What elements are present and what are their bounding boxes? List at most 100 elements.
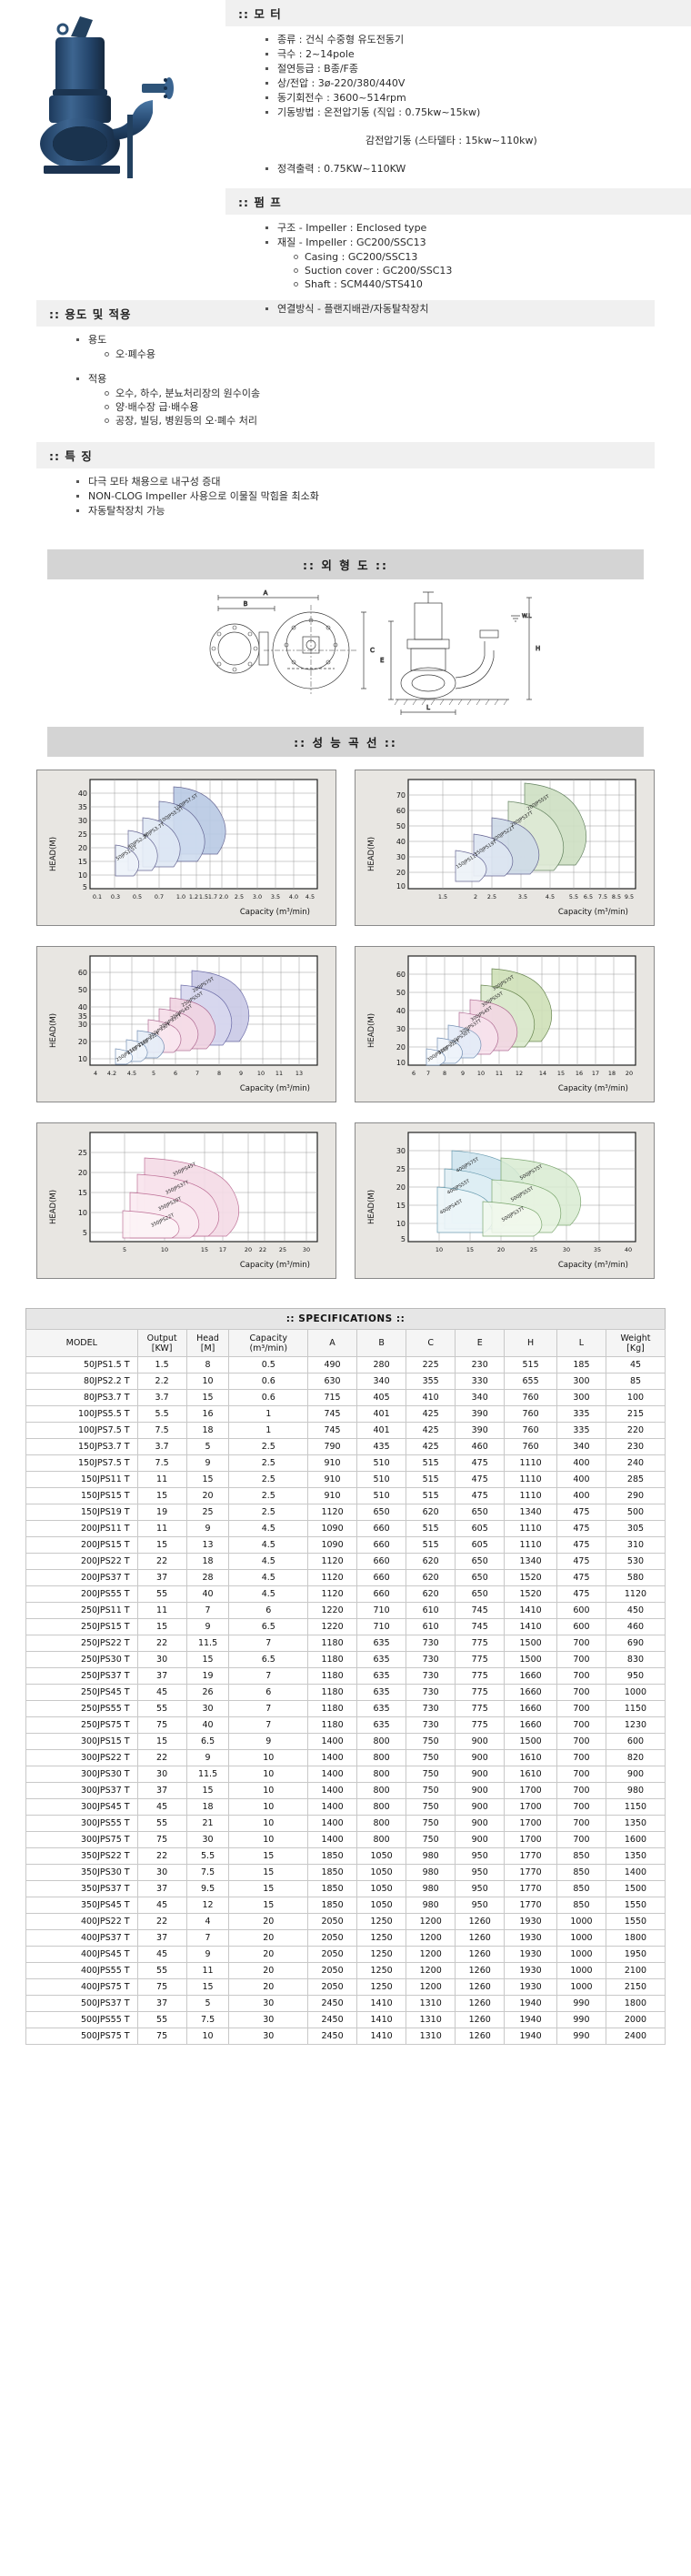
cell-value: 55 bbox=[136, 2011, 187, 2028]
cell-value: 15 bbox=[228, 1847, 308, 1865]
cell-model: 400JPS22 T bbox=[25, 1913, 138, 1930]
specifications-table: :: SPECIFICATIONS :: MODEL Output [KW] He… bbox=[25, 1308, 666, 2045]
cell-value: 2450 bbox=[306, 2028, 358, 2045]
table-row: 200JPS15 T 15 13 4.5 1090 660 515 605 1110 475 310 bbox=[25, 1536, 666, 1554]
cell-value: 9.5 bbox=[185, 1880, 230, 1897]
cell-value: 980 bbox=[406, 1864, 456, 1881]
table-row: 250JPS30 T 30 15 6.5 1180 635 730 775 1500 700 830 bbox=[25, 1651, 666, 1668]
cell-value: 730 bbox=[406, 1635, 456, 1652]
svg-text:B: B bbox=[244, 600, 248, 608]
table-row: 100JPS5.5 T 5.5 16 1 745 401 425 390 760 335 215 bbox=[25, 1405, 666, 1423]
cell-value: 700 bbox=[556, 1815, 606, 1832]
cell-value: 750 bbox=[406, 1831, 456, 1848]
cell-value: 1500 bbox=[504, 1733, 557, 1750]
cell-value: 510 bbox=[356, 1471, 407, 1488]
cell-value: 1000 bbox=[556, 1962, 606, 1979]
table-row: 100JPS7.5 T 7.5 18 1 745 401 425 390 760 335 220 bbox=[25, 1422, 666, 1439]
apply-label: 적용 bbox=[76, 372, 655, 386]
svg-text:15: 15 bbox=[201, 1246, 208, 1253]
usage-items: 오·폐수용 bbox=[36, 347, 655, 361]
cell-value: 1400 bbox=[306, 1815, 358, 1832]
cell-value: 11.5 bbox=[185, 1766, 230, 1783]
svg-text:Capacity (m3/min): Capacity (m3/min) bbox=[240, 908, 310, 917]
cell-value: 7 bbox=[185, 1602, 230, 1619]
cell-value: 4.5 bbox=[228, 1520, 308, 1537]
svg-text:16: 16 bbox=[576, 1070, 583, 1077]
cell-value: 15 bbox=[185, 1471, 230, 1488]
cell-value: 7.5 bbox=[136, 1454, 187, 1472]
th-model: MODEL bbox=[25, 1329, 138, 1357]
section-title-features: :: 특 징 bbox=[49, 449, 93, 463]
table-row: 400JPS22 T 22 4 20 2050 1250 1200 1260 1930 1000 1… bbox=[25, 1913, 666, 1930]
svg-text:Capacity (m3/min): Capacity (m3/min) bbox=[558, 1084, 628, 1093]
cell-model: 300JPS15 T bbox=[25, 1733, 138, 1750]
cell-value: 45 bbox=[136, 1798, 187, 1816]
cell-value: 335 bbox=[556, 1405, 606, 1423]
table-row: 250JPS22 T 22 11.5 7 1180 635 730 775 1500 700 690 bbox=[25, 1635, 666, 1652]
cell-value: 1500 bbox=[504, 1651, 557, 1668]
cell-value: 2000 bbox=[605, 2011, 666, 2028]
cell-value: 1260 bbox=[455, 2028, 506, 2045]
cell-value: 425 bbox=[406, 1422, 456, 1439]
cell-value: 700 bbox=[556, 1733, 606, 1750]
cell-value: 530 bbox=[605, 1553, 666, 1570]
svg-text:5: 5 bbox=[83, 883, 87, 891]
cell-model: 150JPS11 T bbox=[25, 1471, 138, 1488]
cell-value: 950 bbox=[455, 1880, 506, 1897]
cell-value: 760 bbox=[504, 1422, 557, 1439]
svg-text:15: 15 bbox=[557, 1070, 565, 1077]
cell-value: 3.7 bbox=[136, 1438, 187, 1455]
table-row: 80JPS3.7 T 3.7 15 0.6 715 405 410 340 760 300 100 bbox=[25, 1389, 666, 1406]
cell-value: 26 bbox=[185, 1684, 230, 1701]
cell-value: 3.7 bbox=[136, 1389, 187, 1406]
cell-value: 800 bbox=[356, 1733, 407, 1750]
svg-text:HEAD(M): HEAD(M) bbox=[49, 1013, 58, 1048]
table-row: 250JPS11 T 11 7 6 1220 710 610 745 1410 600 450 bbox=[25, 1602, 666, 1619]
cell-value: 1930 bbox=[504, 1978, 557, 1996]
cell-value: 15 bbox=[185, 1978, 230, 1996]
cell-value: 7.5 bbox=[185, 1864, 230, 1881]
cell-value: 900 bbox=[455, 1782, 506, 1799]
cell-model: 300JPS55 T bbox=[25, 1815, 138, 1832]
cell-value: 37 bbox=[136, 1929, 187, 1947]
cell-value: 401 bbox=[356, 1405, 407, 1423]
th-head: Head [M] bbox=[185, 1329, 230, 1357]
cell-value: 1930 bbox=[504, 1913, 557, 1930]
cell-model: 150JPS15 T bbox=[25, 1487, 138, 1504]
cell-model: 350JPS22 T bbox=[25, 1847, 138, 1865]
performance-chart-4: 60 50 40 30 20 10 HEAD(M) 3 bbox=[355, 946, 655, 1102]
cell-value: 630 bbox=[306, 1373, 358, 1390]
table-row: 250JPS55 T 55 30 7 1180 635 730 775 1660 700 1150 bbox=[25, 1700, 666, 1717]
svg-text:A: A bbox=[264, 589, 268, 597]
cell-value: 475 bbox=[556, 1520, 606, 1537]
section-title-pump: :: 펌 프 bbox=[238, 196, 282, 209]
svg-text:2.5: 2.5 bbox=[487, 893, 496, 901]
cell-value: 1940 bbox=[504, 2028, 557, 2045]
cell-value: 22 bbox=[136, 1635, 187, 1652]
cell-value: 515 bbox=[406, 1454, 456, 1472]
cell-value: 900 bbox=[455, 1733, 506, 1750]
cell-value: 775 bbox=[455, 1667, 506, 1685]
cell-value: 1180 bbox=[306, 1684, 358, 1701]
cell-value: 635 bbox=[356, 1635, 407, 1652]
cell-value: 760 bbox=[504, 1405, 557, 1423]
cell-value: 25 bbox=[185, 1504, 230, 1521]
svg-text:2: 2 bbox=[474, 893, 477, 901]
svg-text:5: 5 bbox=[152, 1070, 155, 1077]
cell-value: 2.5 bbox=[228, 1454, 308, 1472]
cell-value: 910 bbox=[306, 1471, 358, 1488]
cell-value: 340 bbox=[556, 1438, 606, 1455]
motor-item: 극수 : 2~14pole bbox=[265, 47, 691, 61]
cell-value: 1200 bbox=[406, 1929, 456, 1947]
cell-value: 5.5 bbox=[136, 1405, 187, 1423]
cell-value: 30 bbox=[228, 1995, 308, 2012]
cell-model: 400JPS75 T bbox=[25, 1978, 138, 1996]
cell-value: 1770 bbox=[504, 1847, 557, 1865]
svg-text:0.3: 0.3 bbox=[111, 893, 120, 901]
table-row: 250JPS75 T 75 40 7 1180 635 730 775 1660 700 1230 bbox=[25, 1716, 666, 1734]
cell-value: 700 bbox=[556, 1782, 606, 1799]
cell-value: 700 bbox=[556, 1831, 606, 1848]
table-row: 80JPS2.2 T 2.2 10 0.6 630 340 355 330 655 300 85 bbox=[25, 1373, 666, 1390]
cell-value: 750 bbox=[406, 1749, 456, 1766]
cell-value: 830 bbox=[605, 1651, 666, 1668]
